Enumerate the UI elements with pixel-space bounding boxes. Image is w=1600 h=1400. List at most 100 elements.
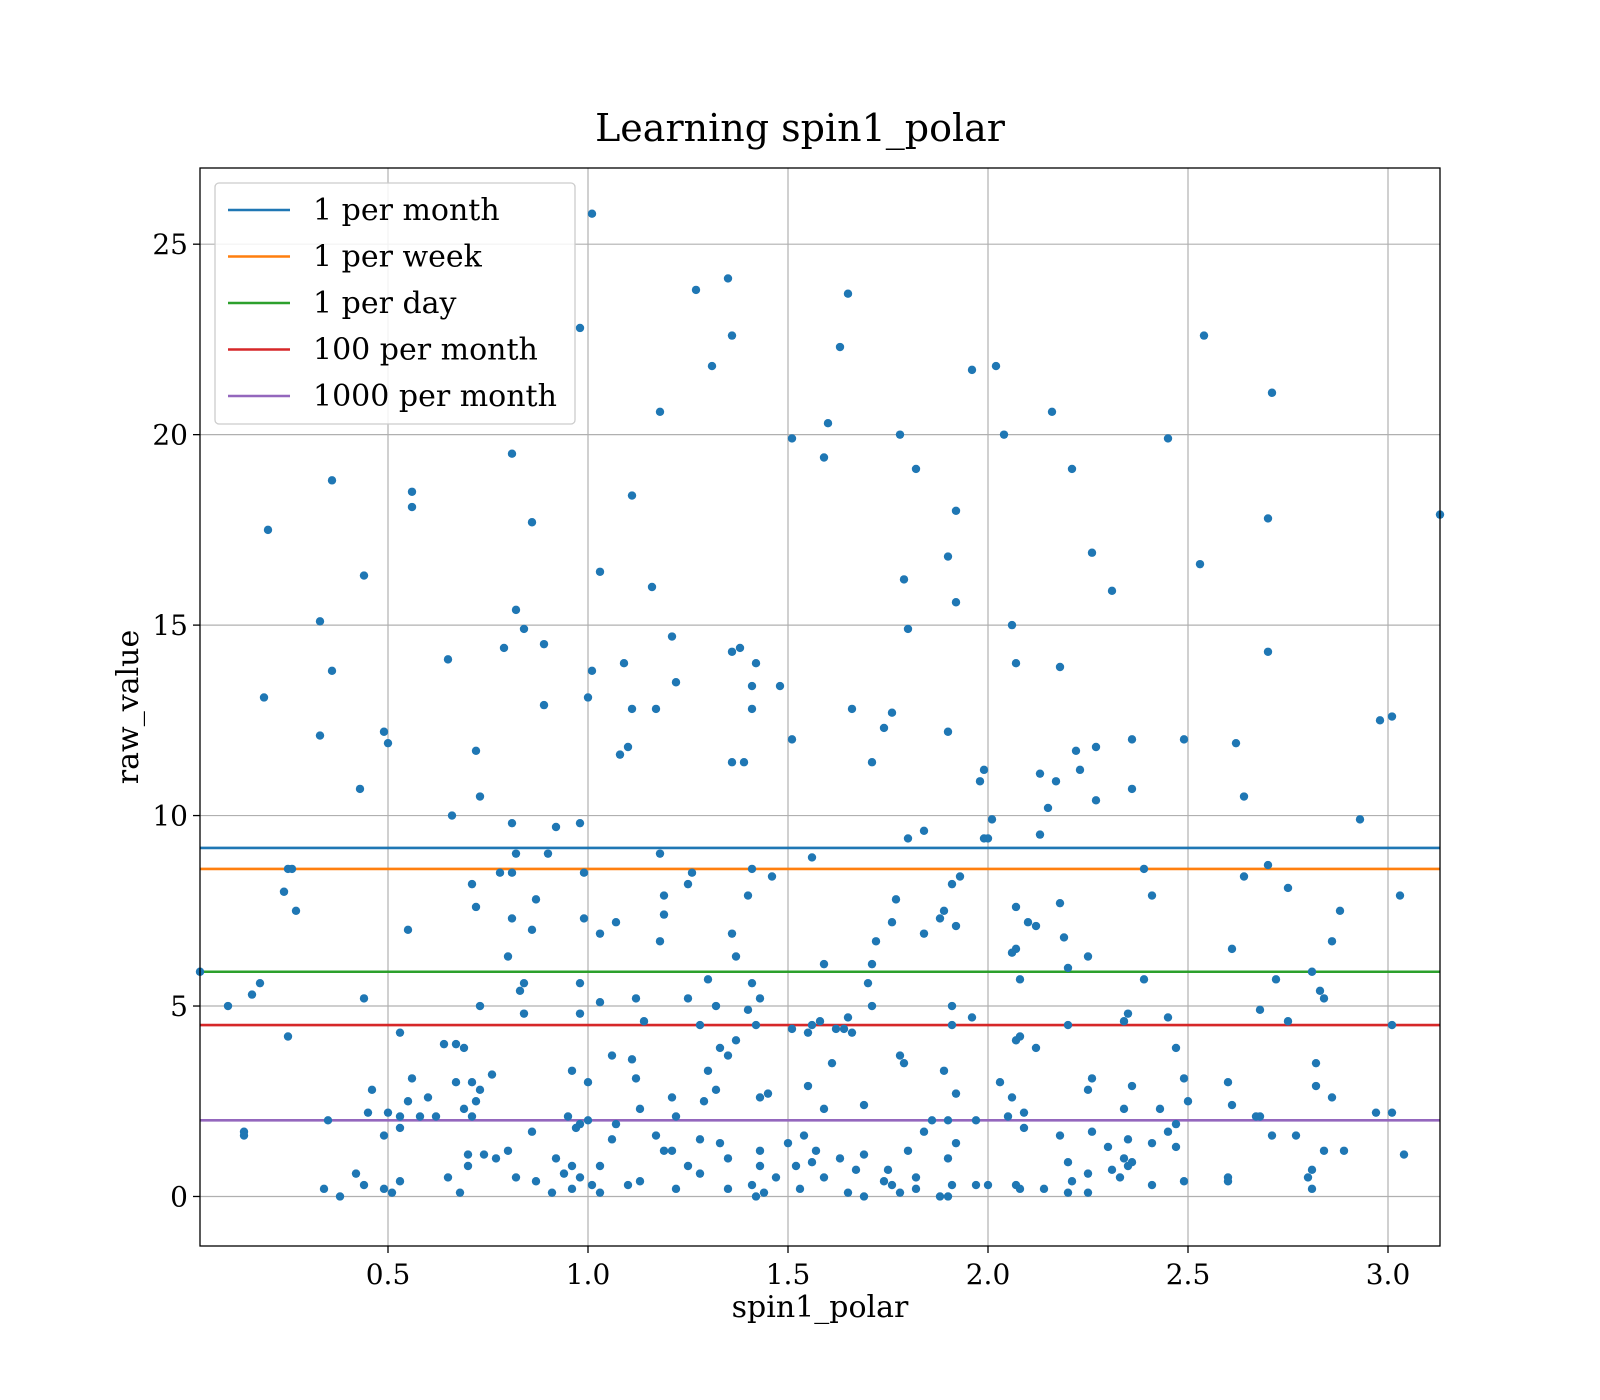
data-point: [627, 1055, 637, 1064]
data-point: [1007, 620, 1017, 630]
data-point: [747, 1180, 757, 1190]
data-point: [927, 1116, 937, 1125]
data-point: [451, 1039, 461, 1049]
data-point: [587, 209, 597, 218]
data-point: [491, 1154, 501, 1163]
data-point: [1179, 1177, 1189, 1186]
data-point: [951, 506, 961, 516]
data-point: [1087, 548, 1097, 557]
data-point: [899, 1058, 909, 1068]
data-point: [887, 708, 897, 717]
data-point: [1311, 1058, 1321, 1068]
data-point: [1063, 1020, 1073, 1030]
data-point: [951, 1089, 961, 1098]
data-point: [507, 818, 517, 828]
data-point: [807, 1020, 817, 1030]
data-point: [1195, 559, 1205, 569]
data-point: [1019, 1123, 1029, 1133]
data-point: [543, 849, 553, 858]
data-point: [683, 1161, 693, 1171]
data-point: [527, 518, 537, 527]
data-point: [983, 834, 993, 843]
data-point: [479, 1150, 489, 1159]
data-point: [1371, 1108, 1381, 1117]
data-point: [451, 1078, 461, 1087]
data-point: [595, 998, 605, 1007]
data-point: [1015, 1184, 1025, 1194]
data-point: [1179, 735, 1189, 744]
data-point: [1139, 975, 1149, 984]
data-point: [667, 1093, 677, 1102]
data-point: [1087, 1074, 1097, 1083]
data-point: [567, 1184, 577, 1194]
legend-label: 100 per month: [313, 333, 538, 368]
data-point: [1263, 647, 1273, 656]
data-point: [759, 1188, 769, 1197]
x-tick-label: 1.0: [566, 1258, 611, 1291]
data-point: [895, 430, 905, 439]
data-point: [511, 1173, 521, 1182]
data-point: [639, 1017, 649, 1026]
data-point: [1127, 784, 1137, 794]
data-point: [659, 1146, 669, 1155]
legend-box: [214, 182, 576, 425]
x-axis-label: spin1_polar: [732, 1290, 909, 1325]
legend-label: 1 per day: [313, 286, 457, 321]
data-point: [379, 1184, 389, 1194]
data-point: [1179, 1074, 1189, 1083]
data-point: [475, 792, 485, 801]
data-point: [823, 419, 833, 428]
data-point: [843, 289, 853, 298]
data-point: [867, 1001, 877, 1011]
data-point: [667, 632, 677, 641]
data-point: [751, 658, 761, 668]
data-point: [683, 994, 693, 1003]
data-point: [711, 1085, 721, 1095]
data-point: [703, 975, 713, 984]
data-point: [323, 1116, 333, 1125]
data-point: [1311, 1081, 1321, 1091]
data-point: [1003, 1112, 1013, 1121]
data-point: [459, 1104, 469, 1114]
data-point: [947, 1020, 957, 1030]
data-point: [315, 617, 325, 626]
data-point: [223, 1001, 233, 1011]
data-point: [811, 1146, 821, 1155]
data-point: [1387, 712, 1397, 721]
data-point: [1007, 948, 1017, 957]
data-point: [1063, 1157, 1073, 1167]
data-point: [587, 666, 597, 676]
y-tick-label: 20: [152, 419, 188, 452]
data-point: [247, 990, 257, 999]
data-point: [951, 598, 961, 607]
data-point: [1263, 860, 1273, 870]
data-point: [1183, 1097, 1193, 1106]
data-point: [1171, 1142, 1181, 1152]
data-point: [683, 879, 693, 889]
data-point: [631, 994, 641, 1003]
data-point: [935, 1192, 945, 1201]
data-point: [715, 1138, 725, 1148]
data-point: [407, 1074, 417, 1083]
data-point: [943, 552, 953, 561]
data-point: [1319, 994, 1329, 1003]
data-point: [583, 693, 593, 702]
data-point: [851, 1165, 861, 1175]
data-point: [579, 868, 589, 877]
data-point: [1239, 872, 1249, 881]
data-point: [395, 1177, 405, 1186]
axis-ticks: 0.5 1.0 1.5 2.0 2.5 3.0 0 5 10 15 20 25: [152, 228, 1410, 1291]
data-point: [763, 1089, 773, 1098]
data-point: [687, 868, 697, 877]
data-point: [807, 853, 817, 862]
data-point: [939, 906, 949, 915]
data-point: [1063, 963, 1073, 973]
data-point: [575, 1009, 585, 1018]
data-point: [607, 1051, 617, 1060]
data-point: [547, 1188, 557, 1197]
data-point: [623, 742, 633, 752]
data-point: [1071, 746, 1081, 756]
data-point: [1399, 1150, 1409, 1159]
data-point: [1047, 407, 1057, 416]
data-point: [899, 575, 909, 584]
